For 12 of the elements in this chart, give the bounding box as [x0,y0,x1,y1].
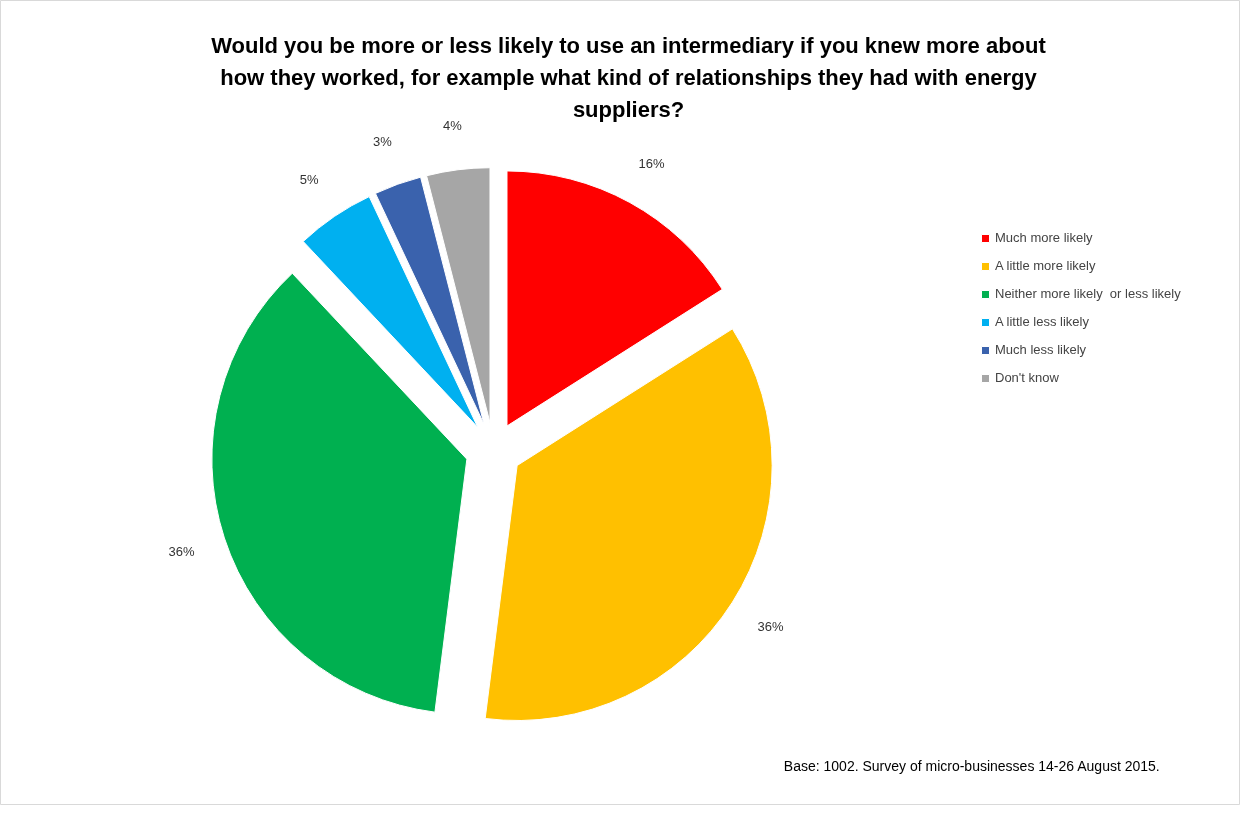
legend-label: Neither more likely or less likely [995,286,1181,301]
legend-label: A little more likely [995,258,1096,273]
legend-label: Much less likely [995,342,1087,357]
data-label: 36% [757,618,784,634]
legend-label: Don't know [995,370,1059,385]
legend-label: A little less likely [995,314,1089,329]
legend-label: Much more likely [995,230,1093,245]
data-label: 16% [638,155,665,171]
data-label: 36% [168,544,195,560]
data-label: 3% [373,134,393,150]
text: Base: 1002. Survey of micro-businesses 14-26 August 2015. [783,757,1160,774]
data-label: 5% [299,171,319,187]
